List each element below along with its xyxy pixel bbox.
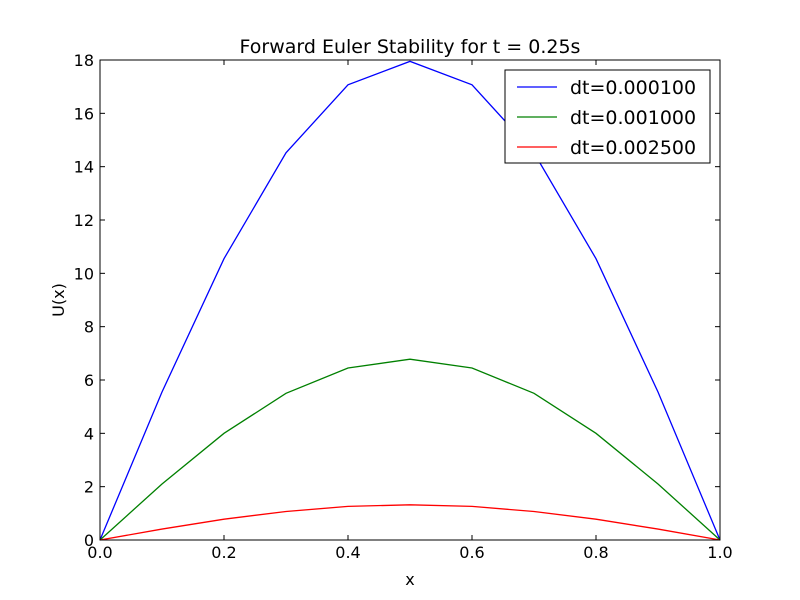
y-tick-label-4: 8 [84, 318, 94, 337]
x-tick-label-0: 0.0 [87, 543, 112, 562]
chart-title: Forward Euler Stability for t = 0.25s [240, 36, 581, 58]
ticks-layer: 0.0 0.2 0.4 0.6 0.8 1.0 0 2 4 6 8 10 12 14 16 18 [74, 51, 733, 562]
y-tick-label-0: 0 [84, 531, 94, 550]
legend: dt=0.000100 dt=0.001000 dt=0.002500 [504, 69, 711, 164]
x-tick-label-4: 0.8 [583, 543, 608, 562]
series-line-0 [99, 60, 721, 541]
x-tick-label-5: 1.0 [707, 543, 732, 562]
series-line-2 [99, 504, 721, 541]
y-tick-label-8: 16 [74, 104, 94, 123]
series-line-1 [99, 358, 721, 541]
legend-label-0: dt=0.000100 [570, 77, 696, 99]
y-tick-label-9: 18 [74, 51, 94, 70]
legend-label-2: dt=0.002500 [570, 137, 696, 159]
x-tick-label-3: 0.6 [459, 543, 484, 562]
series-layer [99, 60, 721, 541]
legend-label-1: dt=0.001000 [570, 107, 696, 129]
y-tick-label-7: 14 [74, 158, 94, 177]
y-tick-label-5: 10 [74, 264, 94, 283]
plot-frame [99, 59, 721, 541]
x-tick-label-2: 0.4 [335, 543, 360, 562]
y-tick-label-3: 6 [84, 371, 94, 390]
y-tick-label-1: 2 [84, 478, 94, 497]
y-axis-label: U(x) [49, 283, 68, 317]
y-tick-label-2: 4 [84, 424, 94, 443]
x-axis-label: x [405, 570, 414, 589]
x-tick-label-1: 0.2 [211, 543, 236, 562]
y-tick-label-6: 12 [74, 211, 94, 230]
